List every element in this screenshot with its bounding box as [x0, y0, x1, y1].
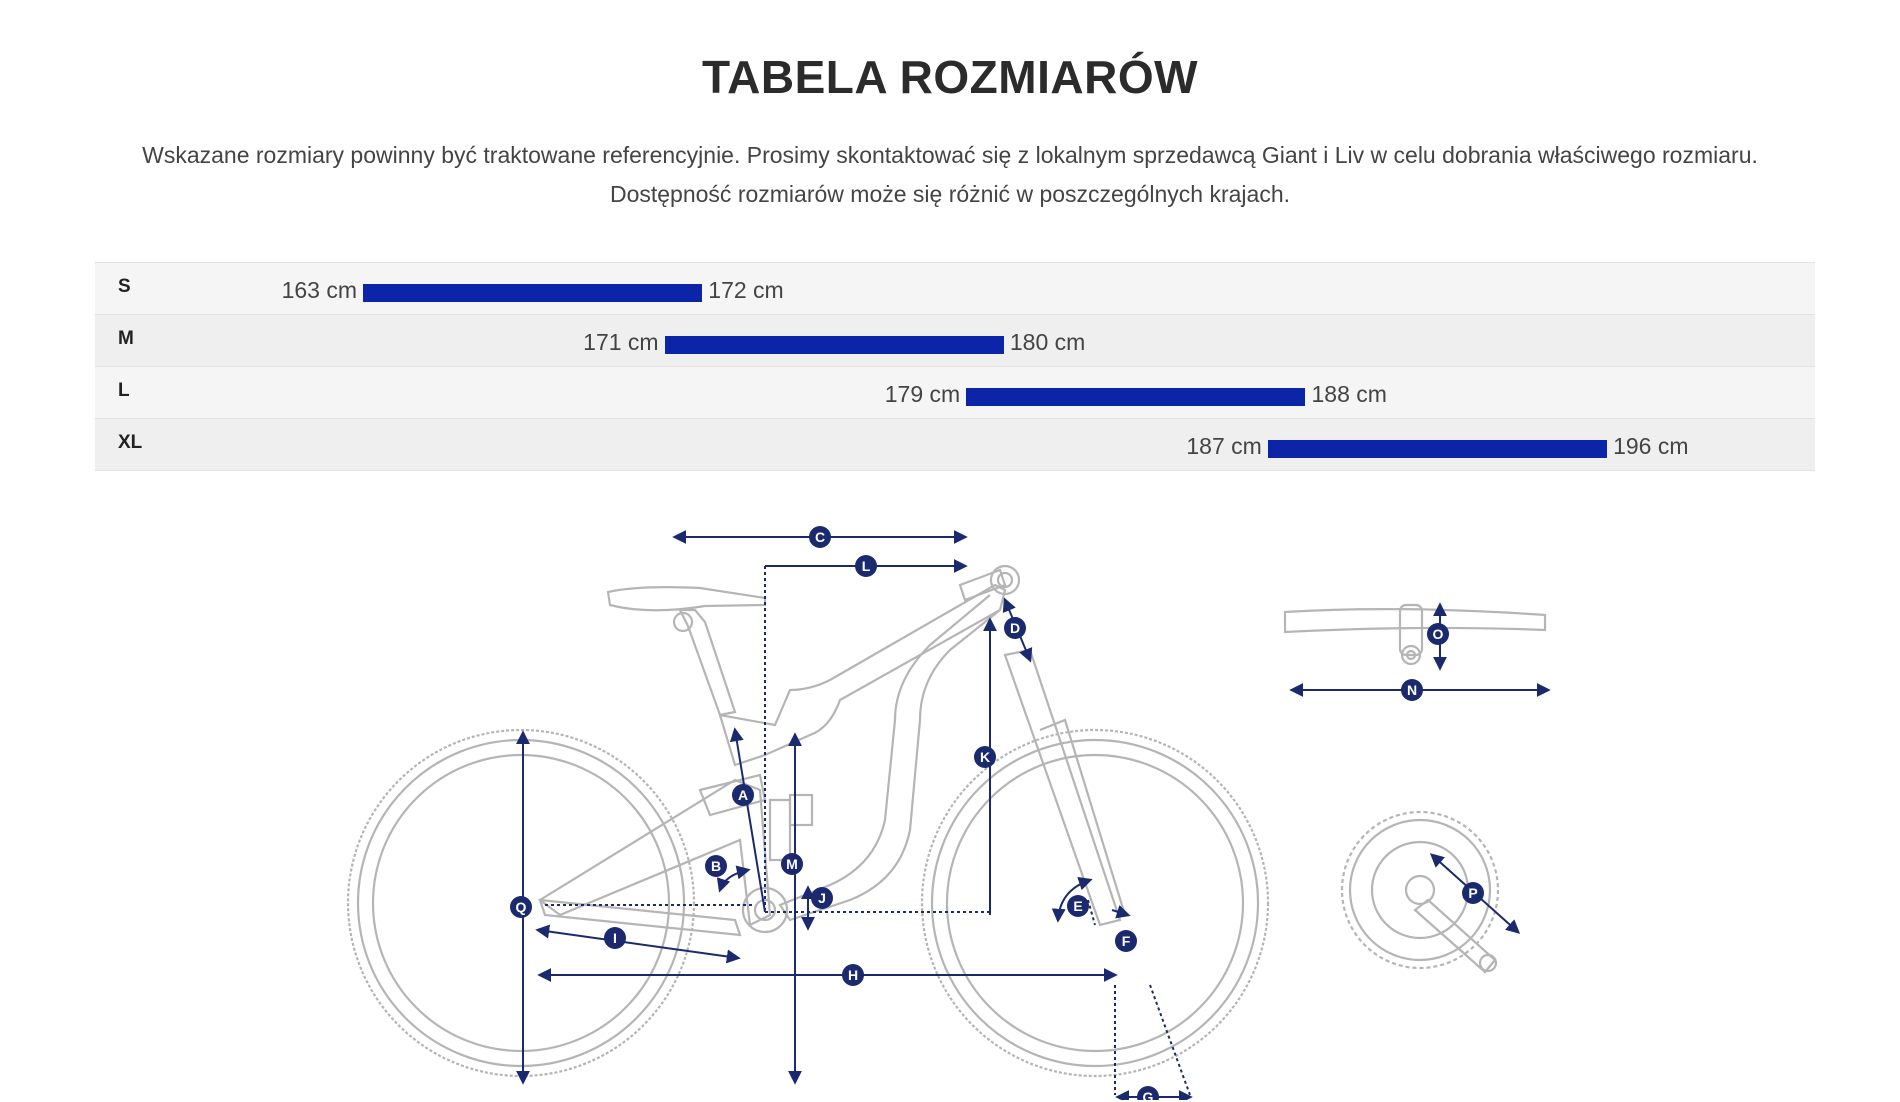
measurement-markers: A B C D E F G H I J K L M N O P Q [510, 526, 1484, 1100]
marker-f: F [1115, 930, 1137, 952]
svg-text:N: N [1407, 682, 1417, 698]
marker-n: N [1401, 679, 1423, 701]
size-row-m: M 171 cm 180 cm [95, 315, 1815, 367]
range-bar [966, 388, 1306, 406]
svg-text:A: A [738, 787, 748, 803]
swingarm [538, 778, 772, 927]
marker-j: J [811, 887, 833, 909]
bike-geometry-diagram: A B C D E F G H I J K L M N O P Q [346, 526, 1551, 1100]
marker-p: P [1462, 882, 1484, 904]
range-max: 196 cm [1613, 433, 1689, 459]
svg-text:Q: Q [516, 899, 527, 915]
down-tube [778, 594, 1001, 922]
range-max: 188 cm [1311, 381, 1387, 407]
svg-text:K: K [980, 749, 990, 765]
range-min: 171 cm [583, 329, 659, 355]
svg-text:M: M [786, 856, 798, 872]
subtitle-line-1: Wskazane rozmiary powinny być traktowane… [142, 142, 1758, 168]
marker-h: H [842, 964, 864, 986]
marker-g: G [1137, 1086, 1159, 1100]
marker-o: O [1427, 623, 1449, 645]
size-label: M [118, 328, 134, 349]
marker-q: Q [510, 896, 532, 918]
size-label: S [118, 276, 131, 297]
svg-text:F: F [1122, 933, 1131, 949]
subtitle-line-2: Dostępność rozmiarów może się różnić w p… [609, 181, 1291, 207]
saddle [606, 586, 767, 612]
handlebar-side-view [1283, 603, 1547, 666]
range-min: 179 cm [884, 381, 961, 407]
page-title: TABELA ROZMIARÓW [701, 51, 1199, 103]
range-bar [664, 336, 1004, 354]
size-chart-table: S 163 cm 172 cm M 171 cm 180 cm L 179 cm… [95, 262, 1815, 471]
size-label: L [118, 380, 130, 401]
range-min: 187 cm [1186, 433, 1262, 459]
shock [768, 798, 792, 862]
marker-k: K [974, 746, 996, 768]
fork [1003, 648, 1122, 927]
range-min: 163 cm [281, 277, 357, 303]
marker-c: C [809, 526, 831, 548]
marker-e: E [1067, 895, 1089, 917]
svg-text:P: P [1468, 885, 1477, 901]
svg-text:H: H [848, 967, 858, 983]
page-subtitle: Wskazane rozmiary powinny być traktowane… [100, 136, 1800, 214]
svg-text:C: C [815, 529, 825, 545]
svg-text:B: B [711, 858, 721, 874]
stem [958, 568, 1007, 602]
marker-i: I [604, 927, 626, 949]
svg-text:O: O [1433, 626, 1444, 642]
svg-text:L: L [862, 558, 871, 574]
svg-text:J: J [818, 890, 826, 906]
size-row-s: S 163 cm 172 cm [95, 263, 1815, 315]
size-label: XL [118, 432, 143, 453]
bike-drawing [346, 564, 1547, 1078]
range-bar [363, 284, 703, 302]
marker-b: B [705, 855, 727, 877]
range-max: 180 cm [1009, 329, 1086, 355]
size-row-xl: XL 187 cm 196 cm [95, 419, 1815, 471]
marker-m: M [781, 853, 803, 875]
seatpost [678, 608, 737, 717]
marker-d: D [1004, 617, 1026, 639]
svg-text:E: E [1073, 898, 1082, 914]
svg-text:I: I [613, 930, 617, 946]
crankset [1340, 810, 1500, 974]
svg-text:D: D [1010, 620, 1020, 636]
frame-main [718, 583, 1007, 767]
size-row-l: L 179 cm 188 cm [95, 367, 1815, 419]
range-max: 172 cm [708, 277, 784, 303]
fork-lower [1039, 718, 1127, 916]
front-wheel [920, 728, 1270, 1078]
marker-l: L [855, 555, 877, 577]
marker-a: A [732, 784, 754, 806]
svg-text:G: G [1143, 1089, 1154, 1100]
range-bar [1267, 440, 1608, 458]
